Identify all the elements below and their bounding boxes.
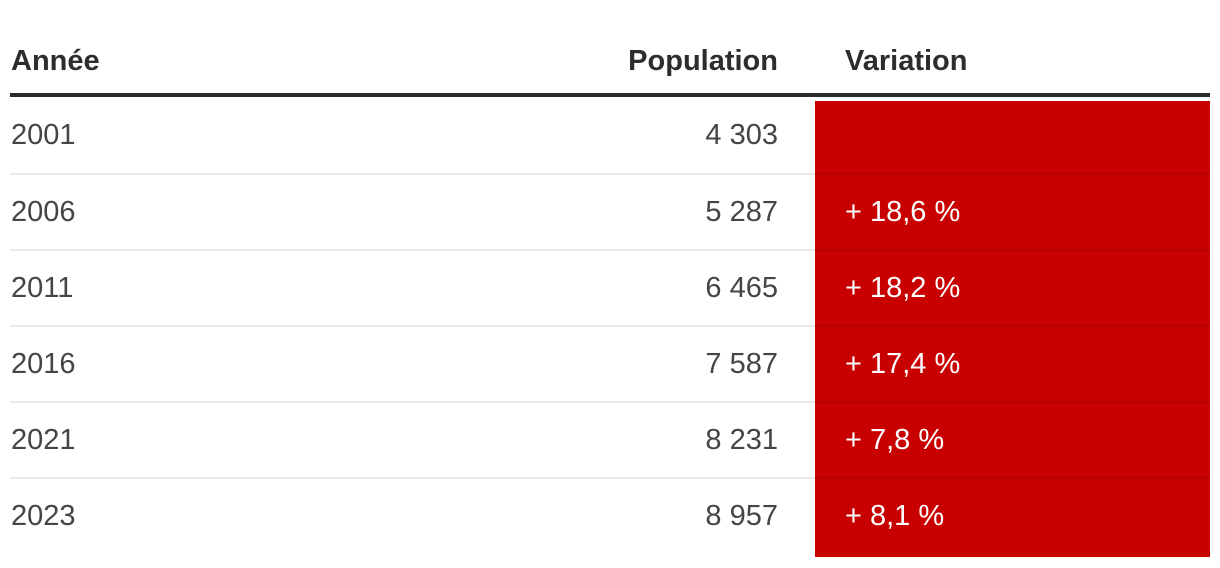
year-cell: 2006 bbox=[11, 195, 76, 228]
variation-cell: + 8,1 % bbox=[845, 499, 945, 532]
year-cell: 2011 bbox=[11, 271, 74, 304]
population-cell: 8 957 bbox=[705, 499, 778, 532]
population-cell: 7 587 bbox=[705, 347, 778, 380]
variation-cell: + 7,8 % bbox=[845, 423, 945, 456]
year-cell: 2021 bbox=[11, 423, 76, 456]
year-cell: 2023 bbox=[11, 499, 76, 532]
table-row: 2011 6 465 + 18,2 % bbox=[10, 249, 1210, 325]
year-cell: 2016 bbox=[11, 347, 76, 380]
table-row: 2023 8 957 + 8,1 % bbox=[10, 477, 1210, 553]
table-row: 2001 4 303 bbox=[10, 97, 1210, 173]
column-header-variation: Variation bbox=[845, 45, 968, 77]
year-cell: 2001 bbox=[11, 118, 76, 151]
variation-cell: + 18,2 % bbox=[845, 271, 961, 304]
variation-column-background bbox=[815, 101, 1210, 557]
population-cell: 5 287 bbox=[705, 195, 778, 228]
population-table: Année Population Variation 2001 4 303 20… bbox=[10, 0, 1210, 557]
table-body: 2001 4 303 2006 5 287 + 18,6 % 2011 6 46… bbox=[10, 97, 1210, 553]
table-row: 2021 8 231 + 7,8 % bbox=[10, 401, 1210, 477]
variation-cell: + 18,6 % bbox=[845, 195, 961, 228]
variation-cell: + 17,4 % bbox=[845, 347, 961, 380]
column-header-population: Population bbox=[628, 45, 778, 77]
table-row: 2006 5 287 + 18,6 % bbox=[10, 173, 1210, 249]
population-cell: 6 465 bbox=[705, 271, 778, 304]
population-cell: 4 303 bbox=[705, 118, 778, 151]
column-header-annee: Année bbox=[11, 45, 100, 77]
table-row: 2016 7 587 + 17,4 % bbox=[10, 325, 1210, 401]
population-cell: 8 231 bbox=[705, 423, 778, 456]
table-header-row: Année Population Variation bbox=[10, 0, 1210, 97]
